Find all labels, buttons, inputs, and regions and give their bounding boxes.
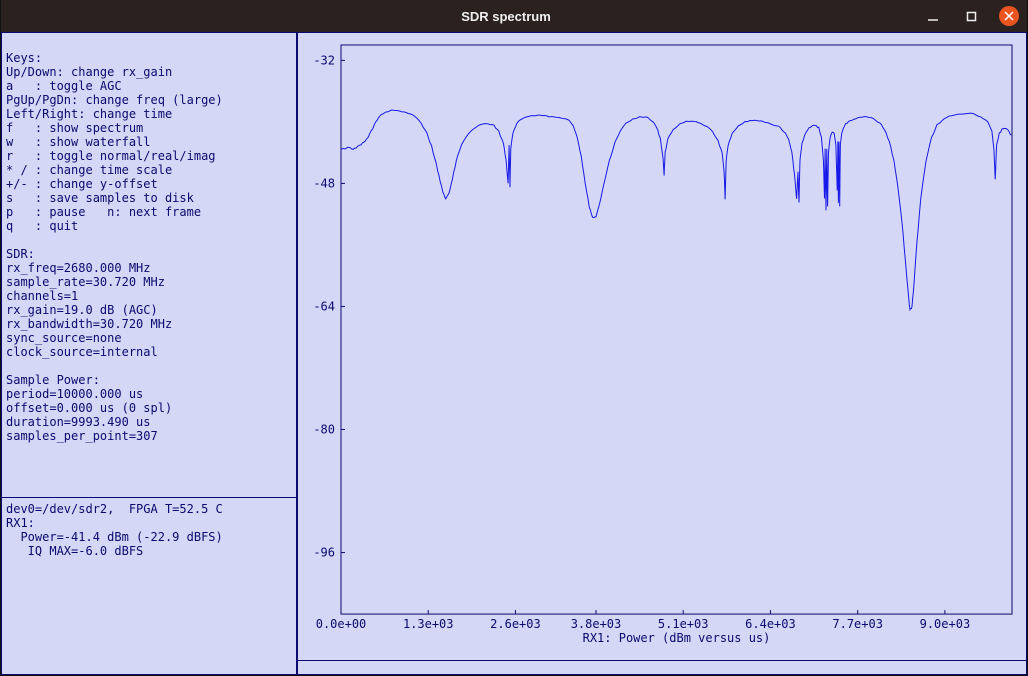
help-panel: Keys: Up/Down: change rx_gain a : toggle…	[1, 32, 296, 497]
minimize-button[interactable]	[923, 6, 943, 26]
svg-text:-64: -64	[313, 299, 335, 313]
svg-text:7.7e+03: 7.7e+03	[832, 617, 883, 631]
svg-text:1.3e+03: 1.3e+03	[403, 617, 454, 631]
svg-text:-80: -80	[313, 423, 335, 437]
client-area: Keys: Up/Down: change rx_gain a : toggle…	[1, 32, 1027, 675]
svg-text:-32: -32	[313, 53, 335, 67]
svg-text:2.6e+03: 2.6e+03	[490, 617, 541, 631]
window-controls	[923, 6, 1019, 26]
right-column: -32 -48 -64 -80 -96 0.0e+00 1.3e+03 2.6e+03 3.8e…	[297, 32, 1027, 675]
svg-text:9.0e+03: 9.0e+03	[920, 617, 971, 631]
svg-text:6.4e+03: 6.4e+03	[745, 617, 796, 631]
status-panel: dev0=/dev/sdr2, FPGA T=52.5 C RX1: Power…	[1, 497, 296, 675]
below-plot-strip	[297, 661, 1027, 675]
left-column: Keys: Up/Down: change rx_gain a : toggle…	[1, 32, 297, 675]
spectrum-plot[interactable]: -32 -48 -64 -80 -96 0.0e+00 1.3e+03 2.6e+03 3.8e…	[297, 32, 1027, 661]
svg-text:5.1e+03: 5.1e+03	[658, 617, 709, 631]
svg-text:-96: -96	[313, 546, 335, 560]
window-title: SDR spectrum	[89, 9, 923, 24]
svg-text:-48: -48	[313, 176, 335, 190]
svg-text:3.8e+03: 3.8e+03	[571, 617, 622, 631]
app-window: SDR spectrum Keys: Up/Down: change rx_ga…	[0, 0, 1028, 676]
svg-text:0.0e+00: 0.0e+00	[316, 617, 367, 631]
close-button[interactable]	[999, 6, 1019, 26]
plot-canvas: -32 -48 -64 -80 -96 0.0e+00 1.3e+03 2.6e+03 3.8e…	[298, 33, 1026, 660]
titlebar[interactable]: SDR spectrum	[1, 0, 1027, 32]
svg-text:RX1: Power (dBm versus us): RX1: Power (dBm versus us)	[583, 631, 771, 645]
maximize-button[interactable]	[961, 6, 981, 26]
